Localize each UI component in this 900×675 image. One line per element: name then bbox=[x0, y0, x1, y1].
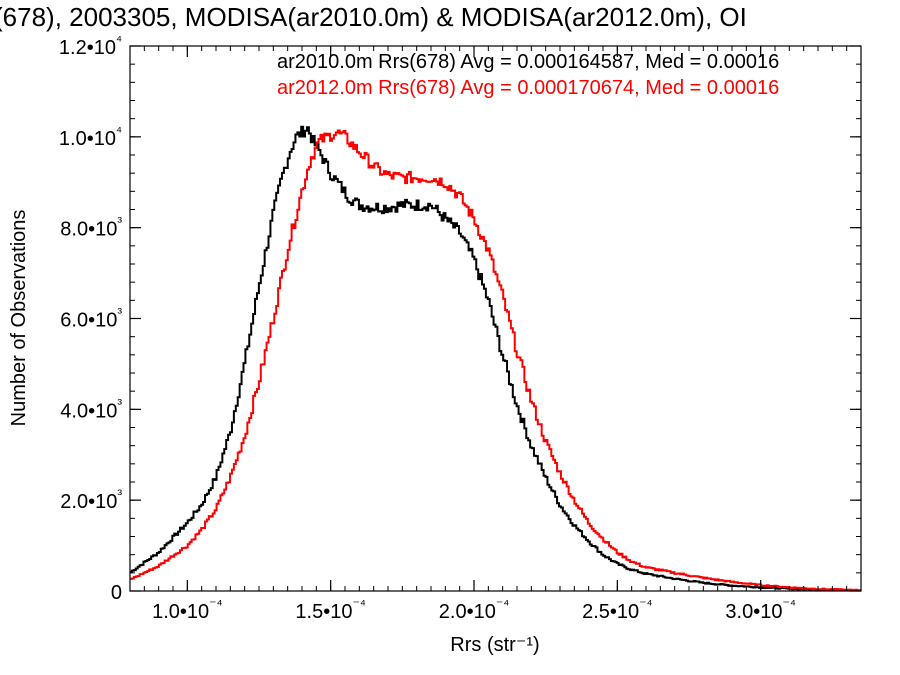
histogram-series-black bbox=[130, 125, 861, 591]
x-tick-label: 1.0•10⁻⁴ bbox=[152, 596, 222, 623]
legend-red-stats: ar2012.0m Rrs(678) Avg = 0.000170674, Me… bbox=[277, 77, 779, 99]
x-tick-label: 3.0•10⁻⁴ bbox=[725, 596, 795, 623]
x-tick-label: 1.5•10⁻⁴ bbox=[295, 596, 365, 623]
x-axis-label: Rrs (str⁻¹) bbox=[450, 634, 539, 656]
x-tick-label: 2.0•10⁻⁴ bbox=[439, 596, 509, 623]
y-tick-label: 1.0•10⁴ bbox=[59, 123, 122, 150]
y-tick-label: 2.0•10³ bbox=[60, 486, 122, 513]
y-axis-label: Number of Observations bbox=[8, 210, 30, 427]
legend-black-stats: ar2010.0m Rrs(678) Avg = 0.000164587, Me… bbox=[277, 51, 779, 73]
chart-title: (678), 2003305, MODISA(ar2010.0m) & MODI… bbox=[0, 2, 747, 32]
data-layer bbox=[130, 125, 861, 591]
y-tick-label: 8.0•10³ bbox=[60, 214, 122, 241]
y-tick-label: 6.0•10³ bbox=[60, 305, 122, 332]
x-tick-label: 2.5•10⁻⁴ bbox=[582, 596, 652, 623]
y-tick-label: 1.2•10⁴ bbox=[59, 32, 122, 59]
plot-frame bbox=[129, 45, 862, 592]
y-tick-label: 0 bbox=[111, 582, 122, 604]
axes-layer: 1.0•10⁻⁴ 1.5•10⁻⁴ 2.0•10⁻⁴ 2.5•10⁻⁴ 3.0•10⁻⁴… bbox=[59, 32, 862, 623]
y-tick-label: 4.0•10³ bbox=[60, 395, 122, 422]
histogram-series-red bbox=[130, 129, 861, 591]
